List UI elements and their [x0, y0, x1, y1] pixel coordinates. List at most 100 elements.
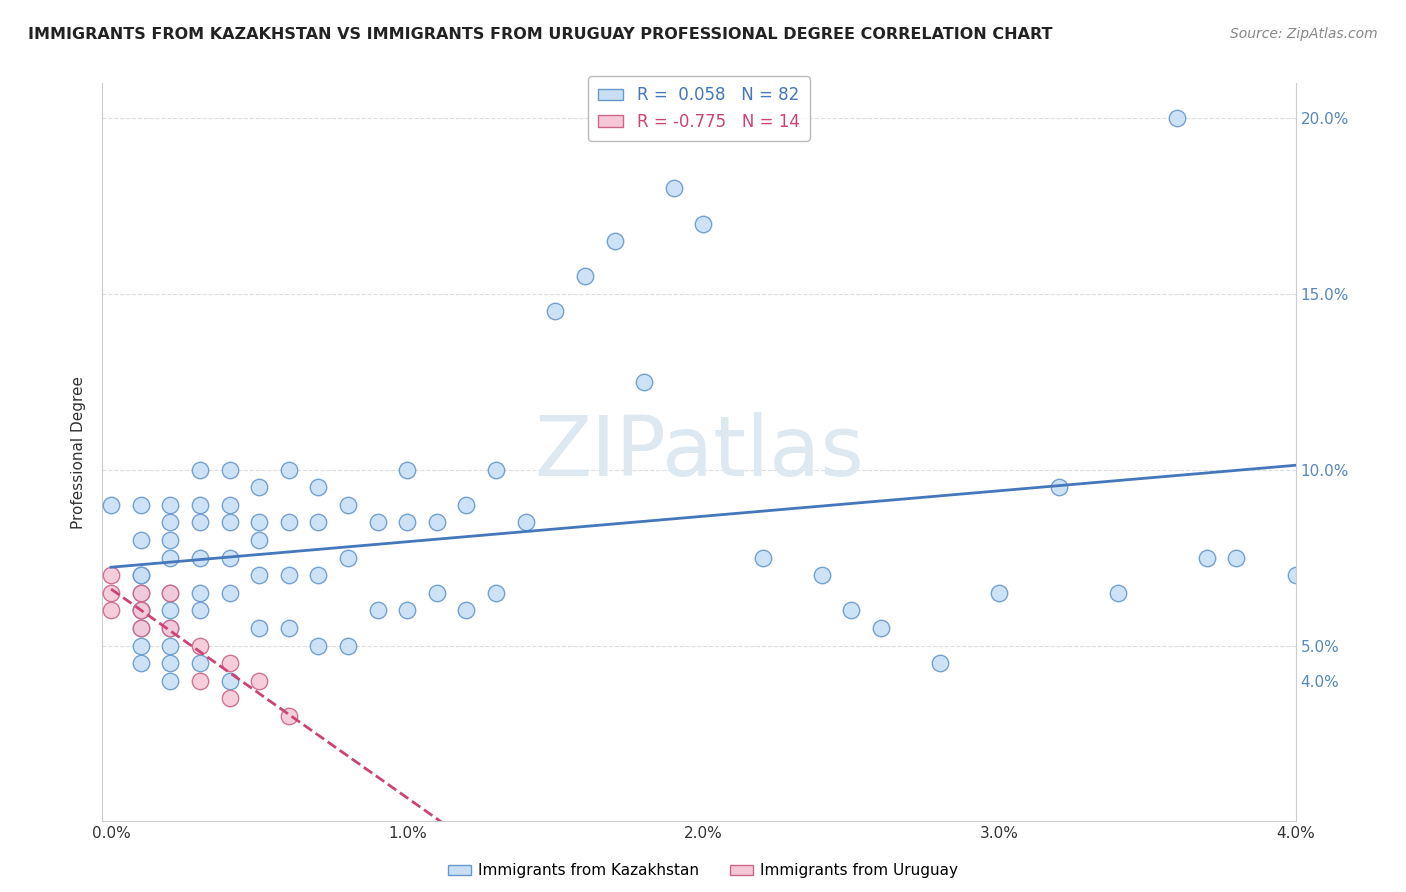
Point [277, 621, 299, 635]
Point [456, 603, 478, 617]
Point [129, 568, 152, 582]
Point [159, 639, 181, 653]
Point [692, 217, 714, 231]
Point [277, 463, 299, 477]
Point [1166, 111, 1188, 125]
Point [218, 586, 240, 600]
Point [307, 480, 329, 494]
Point [159, 498, 181, 512]
Point [574, 269, 596, 284]
Point [129, 498, 152, 512]
Y-axis label: Professional Degree: Professional Degree [72, 376, 86, 529]
Point [159, 673, 181, 688]
Point [159, 586, 181, 600]
Point [247, 568, 270, 582]
Point [188, 516, 211, 530]
Point [810, 568, 832, 582]
Point [247, 533, 270, 547]
Point [129, 603, 152, 617]
Point [662, 181, 685, 195]
Point [129, 656, 152, 670]
Point [159, 621, 181, 635]
Point [129, 586, 152, 600]
Point [188, 463, 211, 477]
Point [307, 568, 329, 582]
Text: ZIPatlas: ZIPatlas [534, 411, 863, 492]
Point [870, 621, 893, 635]
Point [929, 656, 952, 670]
Point [129, 586, 152, 600]
Point [188, 656, 211, 670]
Legend: Immigrants from Kazakhstan, Immigrants from Uruguay: Immigrants from Kazakhstan, Immigrants f… [441, 857, 965, 884]
Point [129, 603, 152, 617]
Point [1225, 550, 1247, 565]
Point [544, 304, 567, 318]
Point [100, 586, 122, 600]
Point [129, 639, 152, 653]
Point [100, 568, 122, 582]
Point [218, 691, 240, 706]
Point [633, 375, 655, 389]
Point [396, 463, 419, 477]
Text: IMMIGRANTS FROM KAZAKHSTAN VS IMMIGRANTS FROM URUGUAY PROFESSIONAL DEGREE CORREL: IMMIGRANTS FROM KAZAKHSTAN VS IMMIGRANTS… [28, 27, 1053, 42]
Point [218, 673, 240, 688]
Point [485, 586, 508, 600]
Point [1047, 480, 1070, 494]
Point [247, 673, 270, 688]
Point [426, 516, 449, 530]
Point [247, 516, 270, 530]
Point [277, 709, 299, 723]
Point [307, 516, 329, 530]
Point [247, 480, 270, 494]
Point [218, 516, 240, 530]
Point [159, 516, 181, 530]
Point [396, 516, 419, 530]
Point [159, 550, 181, 565]
Point [188, 586, 211, 600]
Point [456, 498, 478, 512]
Point [988, 586, 1011, 600]
Point [188, 603, 211, 617]
Point [159, 586, 181, 600]
Point [841, 603, 863, 617]
Point [515, 516, 537, 530]
Point [367, 603, 389, 617]
Point [277, 516, 299, 530]
Point [129, 568, 152, 582]
Point [100, 498, 122, 512]
Point [218, 656, 240, 670]
Point [188, 550, 211, 565]
Point [751, 550, 773, 565]
Point [1107, 586, 1129, 600]
Point [159, 533, 181, 547]
Point [218, 498, 240, 512]
Point [277, 568, 299, 582]
Point [1315, 603, 1337, 617]
Point [129, 621, 152, 635]
Point [1195, 550, 1218, 565]
Point [218, 550, 240, 565]
Text: Source: ZipAtlas.com: Source: ZipAtlas.com [1230, 27, 1378, 41]
Point [396, 603, 419, 617]
Point [337, 498, 360, 512]
Point [159, 603, 181, 617]
Point [100, 603, 122, 617]
Point [247, 621, 270, 635]
Legend: R =  0.058   N = 82, R = -0.775   N = 14: R = 0.058 N = 82, R = -0.775 N = 14 [588, 77, 810, 141]
Point [485, 463, 508, 477]
Point [129, 533, 152, 547]
Point [367, 516, 389, 530]
Point [307, 639, 329, 653]
Point [337, 550, 360, 565]
Point [1284, 568, 1306, 582]
Point [188, 639, 211, 653]
Point [159, 656, 181, 670]
Point [218, 463, 240, 477]
Point [188, 498, 211, 512]
Point [188, 673, 211, 688]
Point [426, 586, 449, 600]
Point [337, 639, 360, 653]
Point [603, 234, 626, 248]
Point [159, 621, 181, 635]
Point [129, 621, 152, 635]
